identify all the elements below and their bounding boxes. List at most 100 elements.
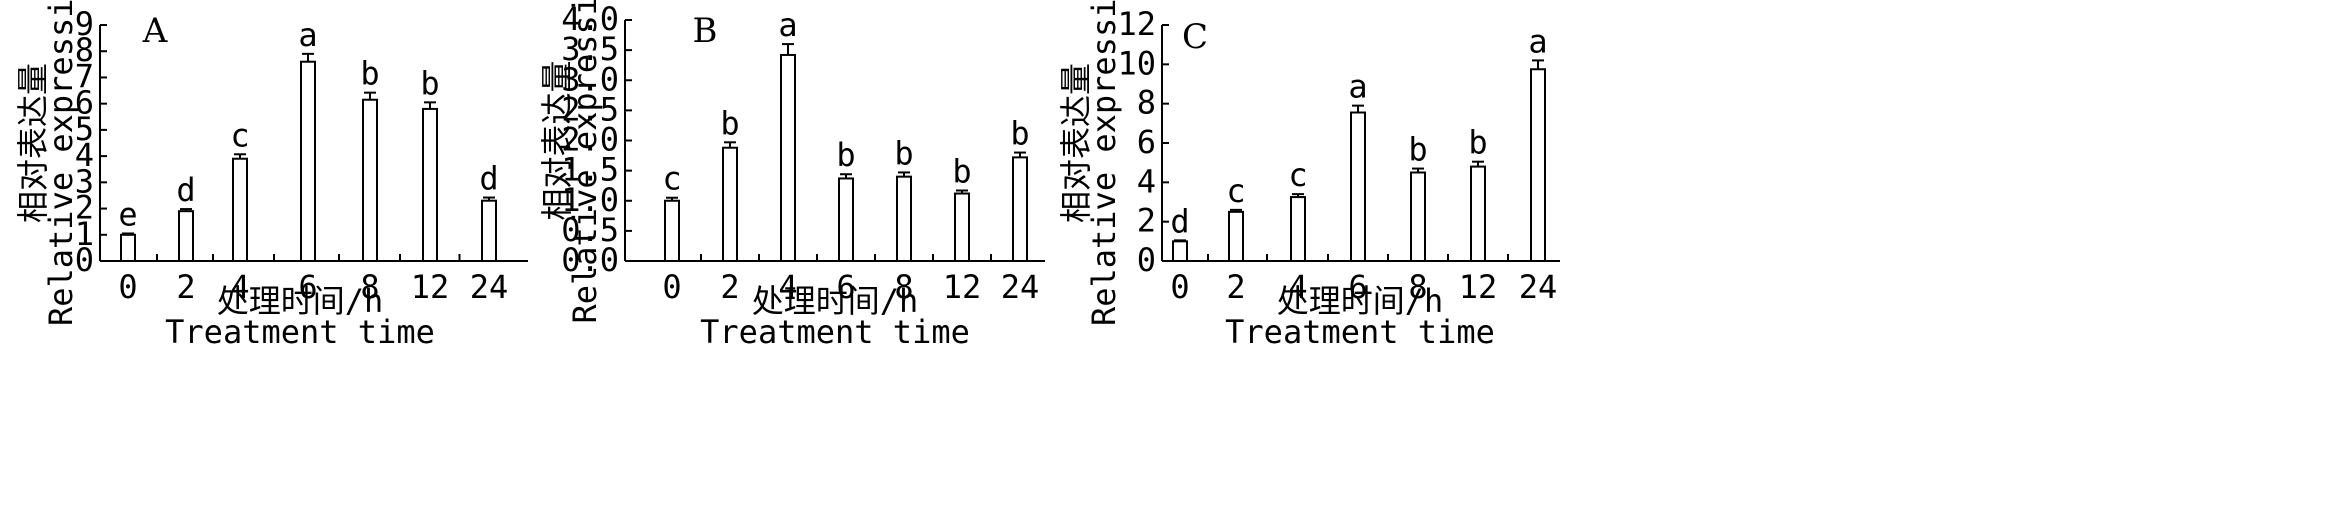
y-tick-label: 2.5 bbox=[561, 90, 619, 128]
significance-label: c bbox=[1226, 172, 1245, 210]
x-tick-label: 0 bbox=[118, 268, 137, 306]
panel-label: A bbox=[142, 11, 168, 51]
bar bbox=[1410, 171, 1426, 262]
x-tick-label: 0 bbox=[1170, 268, 1189, 306]
x-tick-label: 12 bbox=[943, 268, 982, 306]
y-axis-label-en: Relative expression bbox=[42, 0, 80, 326]
significance-label: b bbox=[420, 64, 439, 102]
chart-panel-c: 0246810120d2c4c6a8b12b24aC相对表达量Relative … bbox=[1057, 0, 1560, 351]
bar bbox=[896, 175, 912, 262]
y-tick-label: 9 bbox=[75, 5, 94, 43]
y-tick-label: 4 bbox=[75, 136, 94, 174]
significance-label: c bbox=[1288, 156, 1307, 194]
significance-label: d bbox=[479, 160, 498, 198]
bar bbox=[1470, 165, 1486, 263]
x-tick-label: 2 bbox=[176, 268, 195, 306]
y-tick-label: 0 bbox=[1137, 241, 1156, 279]
y-tick-label: 1 bbox=[75, 215, 94, 253]
y-tick-label: 10 bbox=[1117, 44, 1156, 82]
y-tick-label: 4.0 bbox=[561, 0, 619, 38]
x-axis-label-zh: 处理时间/h bbox=[1277, 282, 1444, 320]
y-tick-label: 3 bbox=[75, 162, 94, 200]
x-axis-label-en: Treatment time bbox=[700, 313, 970, 351]
x-tick-label: 8 bbox=[1408, 268, 1427, 306]
bar bbox=[1228, 210, 1244, 262]
chart-panel-b: 0.00.51.01.52.02.53.03.54.0 0 c 2 b 4 a 6 b 8 b 12 b… bbox=[538, 0, 1045, 351]
significance-label: e bbox=[118, 195, 137, 233]
x-tick-label: 0 bbox=[662, 268, 681, 306]
x-tick-label: 2 bbox=[1226, 268, 1245, 306]
bar bbox=[722, 146, 738, 262]
bar bbox=[780, 53, 796, 262]
significance-label: d bbox=[176, 171, 195, 209]
x-axis-label-en: Treatment time bbox=[1225, 313, 1495, 351]
significance-label: a bbox=[778, 6, 797, 44]
y-tick-label: 1.5 bbox=[561, 151, 619, 189]
y-axis-label-en: Relative expression bbox=[1085, 0, 1123, 326]
bar bbox=[1172, 240, 1188, 262]
panel-label: C bbox=[1182, 17, 1208, 57]
y-tick-label: 3.0 bbox=[561, 60, 619, 98]
y-tick-label: 6 bbox=[1137, 123, 1156, 161]
x-tick-label: 4 bbox=[778, 268, 797, 306]
x-axis-label-en: Treatment time bbox=[165, 313, 435, 351]
x-tick-label: 8 bbox=[894, 268, 913, 306]
y-tick-label: 12 bbox=[1117, 5, 1156, 43]
y-tick-label: 2 bbox=[1137, 202, 1156, 240]
significance-label: d bbox=[1170, 202, 1189, 240]
x-tick-label: 4 bbox=[1288, 268, 1307, 306]
bar bbox=[954, 192, 970, 263]
x-tick-label: 24 bbox=[1519, 268, 1558, 306]
bar bbox=[1530, 68, 1546, 262]
bar bbox=[1012, 156, 1028, 262]
chart-panel-a: 01234567890e2d4c6a8b12b24dA相对表达量Relative… bbox=[14, 0, 528, 351]
y-axis-label-zh: 相对表达量 bbox=[14, 63, 52, 223]
panel-label: B bbox=[693, 11, 718, 51]
bar bbox=[362, 98, 378, 262]
x-tick-label: 6 bbox=[836, 268, 855, 306]
y-tick-label: 8 bbox=[75, 31, 94, 69]
significance-label: a bbox=[1528, 22, 1547, 60]
y-axis-label-zh: 相对表达量 bbox=[538, 60, 576, 220]
bar bbox=[1350, 111, 1366, 263]
y-tick-label: 4 bbox=[1137, 162, 1156, 200]
bar bbox=[300, 60, 316, 263]
x-tick-label: 12 bbox=[411, 268, 450, 306]
x-axis-label-zh: 处理时间/h bbox=[752, 282, 919, 320]
bar bbox=[481, 199, 497, 262]
y-tick-label: 2.0 bbox=[561, 121, 619, 159]
significance-label: b bbox=[1408, 131, 1427, 169]
x-tick-label: 4 bbox=[230, 268, 249, 306]
bar bbox=[422, 107, 438, 262]
y-tick-label: 2 bbox=[75, 189, 94, 227]
y-tick-label: 0.5 bbox=[561, 211, 619, 249]
significance-label: b bbox=[952, 153, 971, 191]
x-tick-label: 6 bbox=[298, 268, 317, 306]
bar bbox=[664, 199, 680, 262]
significance-label: b bbox=[720, 104, 739, 142]
y-tick-label: 3.5 bbox=[561, 30, 619, 68]
y-axis-label-en: Relative expression bbox=[566, 0, 604, 324]
x-tick-label: 2 bbox=[720, 268, 739, 306]
significance-label: a bbox=[298, 16, 317, 54]
bar bbox=[838, 177, 854, 263]
x-tick-label: 8 bbox=[360, 268, 379, 306]
bar bbox=[232, 157, 248, 263]
bar bbox=[1290, 196, 1306, 262]
x-tick-label: 6 bbox=[1348, 268, 1367, 306]
significance-label: b bbox=[1010, 115, 1029, 153]
y-tick-label: 8 bbox=[1137, 84, 1156, 122]
y-tick-label: 1.0 bbox=[561, 181, 619, 219]
x-tick-label: 24 bbox=[470, 268, 509, 306]
significance-label: c bbox=[662, 160, 681, 198]
y-axis-label-zh: 相对表达量 bbox=[1057, 63, 1095, 223]
bar bbox=[178, 210, 194, 263]
y-tick-label: 0 bbox=[75, 241, 94, 279]
y-tick-label: 0.0 bbox=[561, 241, 619, 279]
x-tick-label: 12 bbox=[1459, 268, 1498, 306]
significance-label: b bbox=[894, 134, 913, 172]
significance-label: b bbox=[360, 55, 379, 93]
significance-label: a bbox=[1348, 68, 1367, 106]
significance-label: b bbox=[1468, 124, 1487, 162]
